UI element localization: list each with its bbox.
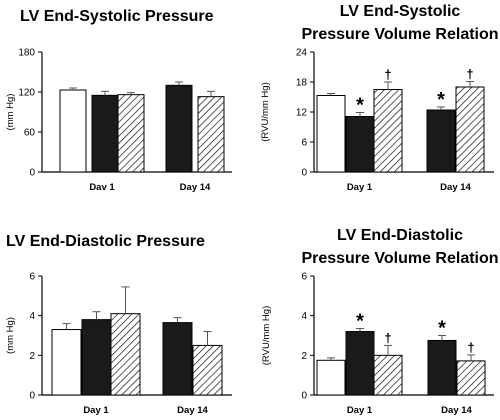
y-tick-label: 0 [301,391,307,402]
bar-hatch [373,354,403,396]
chart-panel-1: LV End-Systolic Pressure (mm Hg) 0 60 120 180… [5,8,232,193]
chart-title: Pressure Volume Relation [301,26,498,43]
bar-hatch [110,313,141,396]
significance-star: * [356,95,364,117]
y-axis-label: (RVU/mm Hg) [260,82,271,141]
y-tick-label: 2 [301,351,307,362]
y-axis-label: (RVU/mm Hg) [261,306,272,365]
chart-title: LV End-Diastolic Pressure [6,233,205,250]
chart-panel-3: LV End-Diastolic Pressure (mm Hg) 0 2 4 6 Day … [5,233,232,416]
x-category-label: Day 14 [441,405,472,416]
bar-black [427,339,457,396]
x-category-label: Day 1 [347,182,373,193]
significance-star: * [356,311,364,333]
chart-title: LV End-Systolic Pressure [20,8,214,25]
bar-white [316,359,346,396]
x-category-label: Day 14 [177,405,208,416]
y-tick-label: 0 [29,168,35,179]
y-tick-label: 60 [24,128,36,139]
y-tick-label: 4 [301,311,307,322]
y-tick-label: 6 [301,138,307,149]
bar-black [426,109,456,173]
y-tick-label: 120 [18,88,35,99]
y-axis-label: (mm Hg) [5,94,16,131]
bar-white [316,95,346,173]
significance-dagger: † [384,330,391,345]
chart-title: Pressure Volume Relation [301,250,498,267]
y-tick-label: 180 [18,48,35,59]
y-tick-label: 0 [301,168,307,179]
significance-dagger: † [466,67,473,82]
y-tick-label: 18 [296,78,308,89]
significance-dagger: † [384,67,391,82]
x-category-label: Dav 1 [89,182,115,193]
chart-panel-2: LV End-Systolic Pressure Volume Relation (… [260,3,499,193]
y-tick-label: 2 [29,351,35,362]
significance-star: * [437,89,445,111]
y-tick-label: 4 [29,311,35,322]
bar-hatch [456,360,486,396]
bar-hatch [373,89,403,173]
y-tick-label: 0 [29,391,35,402]
chart-title: LV End-Systolic [340,3,461,20]
bar-white [59,89,87,173]
bar-black [162,322,193,396]
y-tick-label: 12 [296,108,308,119]
x-category-label: Day 14 [180,182,211,193]
x-category-label: Day 1 [83,405,109,416]
y-tick-label: 6 [301,272,307,283]
significance-star: * [438,318,446,340]
bar-hatch [192,344,223,396]
y-tick-label: 24 [296,48,308,59]
bar-black [345,331,375,396]
chart-panel-4: LV End-Diastolic Pressure Volume Relation… [261,227,499,416]
bar-hatch [455,86,485,173]
x-category-label: Day 1 [347,405,373,416]
x-category-label: Day 14 [440,182,471,193]
chart-title: LV End-Diastolic [337,227,463,244]
significance-dagger: † [467,340,474,355]
y-axis-label: (mm Hg) [5,317,16,354]
bar-black [345,116,375,173]
y-tick-label: 6 [29,272,35,283]
bar-white [51,329,82,396]
bar-black [165,84,193,173]
bar-black [91,94,119,173]
bar-hatch [117,94,145,173]
bar-hatch [197,96,225,173]
bar-black [81,319,112,396]
